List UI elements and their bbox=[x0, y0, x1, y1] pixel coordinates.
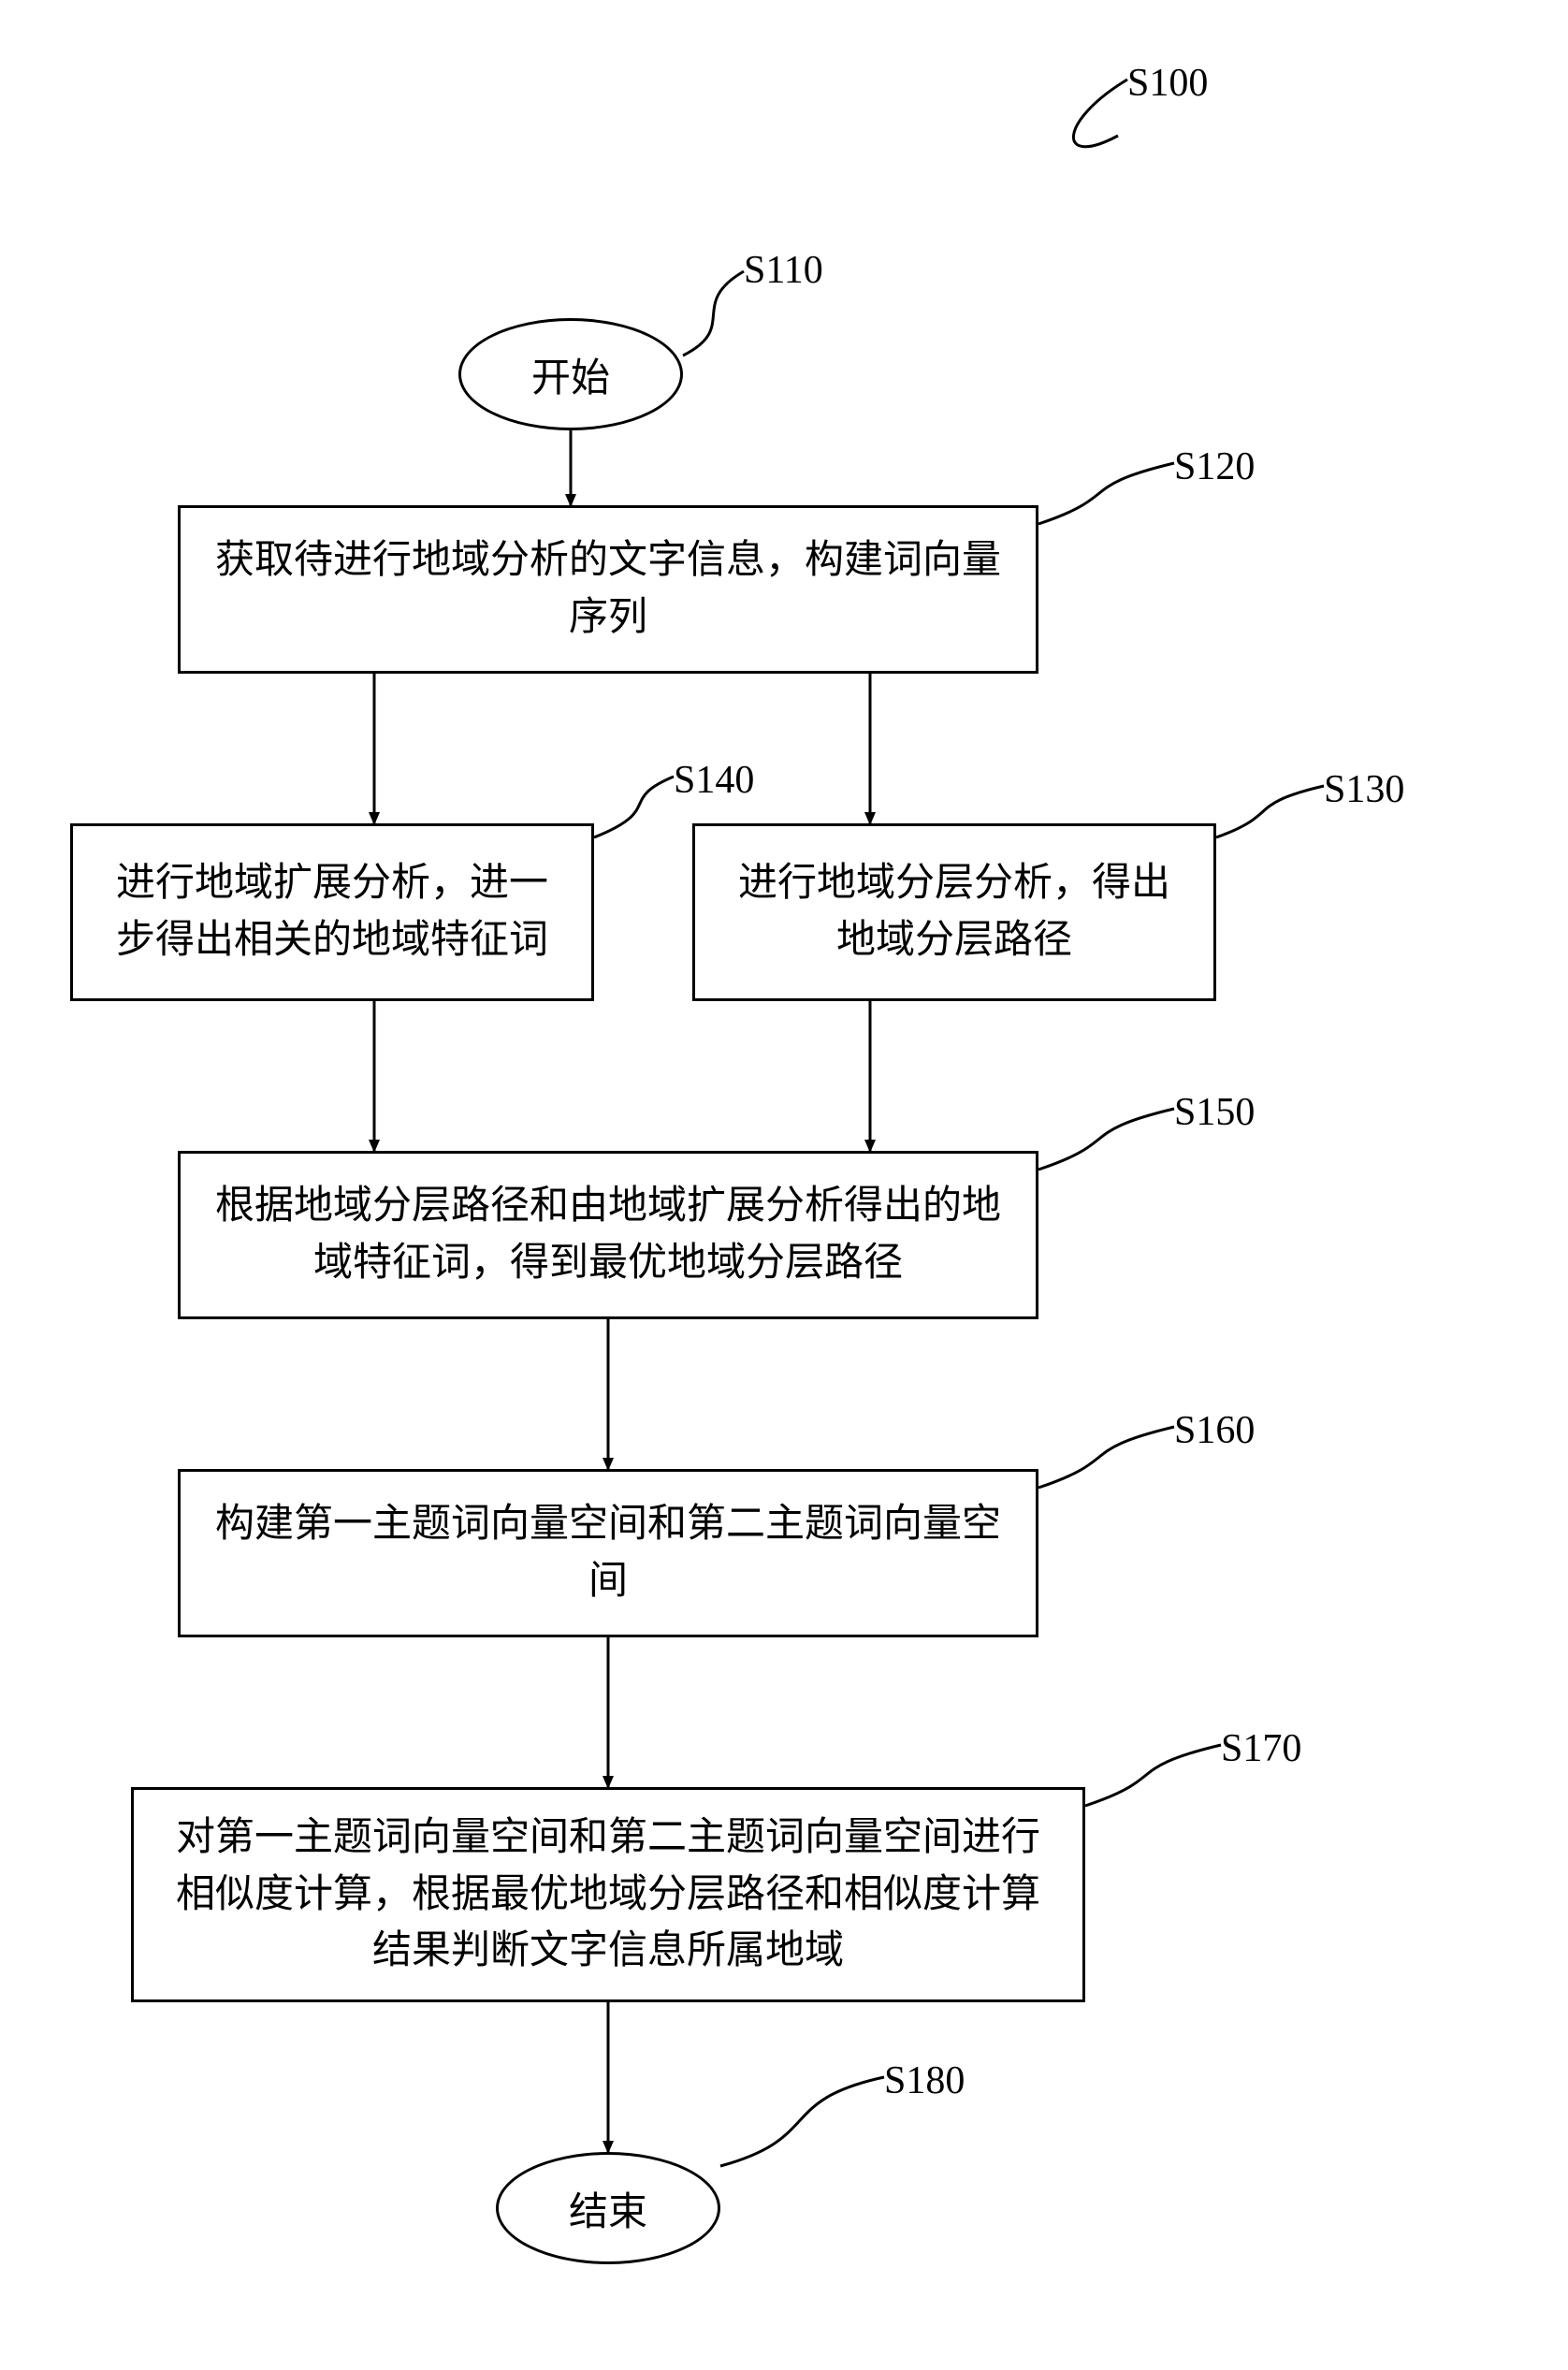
process-s130-text: 进行地域分层分析，得出地域分层路径 bbox=[723, 855, 1185, 969]
step-label-s100: S100 bbox=[1127, 61, 1208, 106]
end-text: 结束 bbox=[569, 2180, 647, 2237]
process-s140: 进行地域扩展分析，进一步得出相关的地域特征词 bbox=[70, 823, 594, 1001]
step-label-s140: S140 bbox=[674, 758, 754, 803]
step-label-s150: S150 bbox=[1174, 1090, 1255, 1135]
process-s170: 对第一主题词向量空间和第二主题词向量空间进行相似度计算，根据最优地域分层路径和相… bbox=[131, 1787, 1085, 2002]
process-s140-text: 进行地域扩展分析，进一步得出相关的地域特征词 bbox=[101, 855, 563, 969]
process-s160: 构建第一主题词向量空间和第二主题词向量空间 bbox=[178, 1469, 1038, 1637]
end-terminator: 结束 bbox=[496, 2152, 720, 2264]
step-label-s130: S130 bbox=[1324, 767, 1404, 812]
step-label-s170: S170 bbox=[1221, 1726, 1301, 1771]
process-s150: 根据地域分层路径和由地域扩展分析得出的地域特征词，得到最优地域分层路径 bbox=[178, 1151, 1038, 1319]
start-terminator: 开始 bbox=[458, 318, 683, 430]
step-label-s110: S110 bbox=[744, 248, 823, 293]
process-s120-text: 获取待进行地域分析的文字信息，构建词向量序列 bbox=[209, 532, 1008, 647]
step-label-s120: S120 bbox=[1174, 444, 1255, 489]
start-text: 开始 bbox=[531, 346, 610, 403]
process-s120: 获取待进行地域分析的文字信息，构建词向量序列 bbox=[178, 505, 1038, 674]
step-label-s180: S180 bbox=[884, 2058, 965, 2103]
process-s130: 进行地域分层分析，得出地域分层路径 bbox=[692, 823, 1216, 1001]
process-s150-text: 根据地域分层路径和由地域扩展分析得出的地域特征词，得到最优地域分层路径 bbox=[209, 1178, 1008, 1292]
process-s170-text: 对第一主题词向量空间和第二主题词向量空间进行相似度计算，根据最优地域分层路径和相… bbox=[162, 1810, 1054, 1981]
step-label-s160: S160 bbox=[1174, 1408, 1255, 1453]
flowchart-canvas: 开始 获取待进行地域分析的文字信息，构建词向量序列 进行地域扩展分析，进一步得出… bbox=[0, 0, 1568, 2370]
process-s160-text: 构建第一主题词向量空间和第二主题词向量空间 bbox=[209, 1496, 1008, 1610]
